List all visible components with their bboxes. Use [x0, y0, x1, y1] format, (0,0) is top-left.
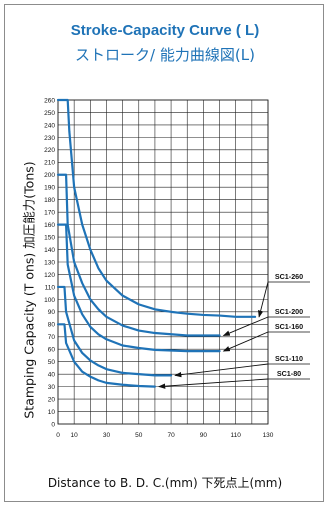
- series-line-sc1-260: [56, 98, 257, 318]
- y-tick-label: 30: [48, 384, 56, 391]
- y-tick-label: 100: [44, 297, 55, 304]
- series-line-sc1-200: [56, 173, 221, 337]
- y-tick-label: 240: [44, 122, 55, 129]
- label-arrow: [222, 316, 269, 336]
- y-tick-label: 180: [44, 197, 55, 204]
- x-tick-label: 90: [200, 432, 208, 439]
- y-tick-label: 50: [48, 359, 56, 366]
- y-tick-label: 110: [45, 284, 56, 291]
- label-arrow: [258, 281, 269, 318]
- series-line-sc1-80: [56, 323, 157, 388]
- series-line-sc1-110: [56, 285, 173, 377]
- chart-title-english: Stroke-Capacity Curve ( L): [0, 22, 330, 39]
- y-tick-label: 260: [44, 97, 55, 104]
- label-arrow: [222, 331, 269, 352]
- x-tick-label: 130: [263, 432, 274, 439]
- x-tick-label: 50: [135, 432, 143, 439]
- y-tick-label: 150: [44, 234, 55, 241]
- label-arrow: [158, 378, 269, 389]
- y-tick-label: 130: [44, 259, 55, 266]
- y-tick-label: 60: [48, 347, 56, 354]
- y-tick-label: 140: [44, 247, 55, 254]
- label-arrow: [174, 363, 269, 378]
- plot-border: [57, 99, 269, 425]
- y-tick-label: 160: [44, 222, 55, 229]
- y-tick-label: 210: [44, 160, 55, 167]
- title-text: Stroke-Capacity Curve (: [70, 22, 241, 39]
- series-label-sc1-160: SC1-160: [275, 322, 303, 331]
- y-tick-label: 170: [44, 210, 55, 217]
- y-tick-label: 230: [44, 135, 55, 142]
- y-tick-label: 20: [48, 396, 56, 403]
- series-label-sc1-200: SC1-200: [275, 307, 303, 316]
- y-tick-label: 40: [48, 372, 56, 379]
- title-unit: L: [245, 22, 255, 39]
- x-tick-label: 0: [56, 432, 60, 439]
- y-tick-label: 90: [48, 309, 56, 316]
- y-tick-label: 250: [44, 110, 55, 117]
- y-tick-label: 0: [51, 421, 55, 428]
- y-tick-label: 10: [48, 409, 56, 416]
- series-line-sc1-160: [56, 223, 221, 353]
- title-close: ): [254, 22, 260, 39]
- y-tick-label: 80: [48, 322, 56, 329]
- x-axis-label: Distance to B. D. C.(mm) 下死点上(mm): [47, 476, 283, 490]
- y-tick-label: 70: [48, 334, 56, 341]
- y-tick-label: 220: [44, 147, 55, 154]
- x-tick-label: 30: [103, 432, 111, 439]
- y-tick-label: 120: [44, 272, 55, 279]
- chart-title-japanese: ストローク/ 能力曲線図(L): [75, 46, 255, 64]
- x-tick-label: 70: [167, 432, 175, 439]
- y-tick-label: 190: [44, 185, 55, 192]
- series-label-sc1-260: SC1-260: [275, 272, 303, 281]
- series-label-sc1-110: SC1-110: [275, 354, 303, 363]
- y-tick-label: 200: [44, 172, 55, 179]
- x-tick-label: 10: [71, 432, 79, 439]
- chart-frame: [4, 4, 324, 502]
- x-tick-label: 110: [231, 432, 242, 439]
- series-label-sc1-80: SC1-80: [277, 369, 301, 378]
